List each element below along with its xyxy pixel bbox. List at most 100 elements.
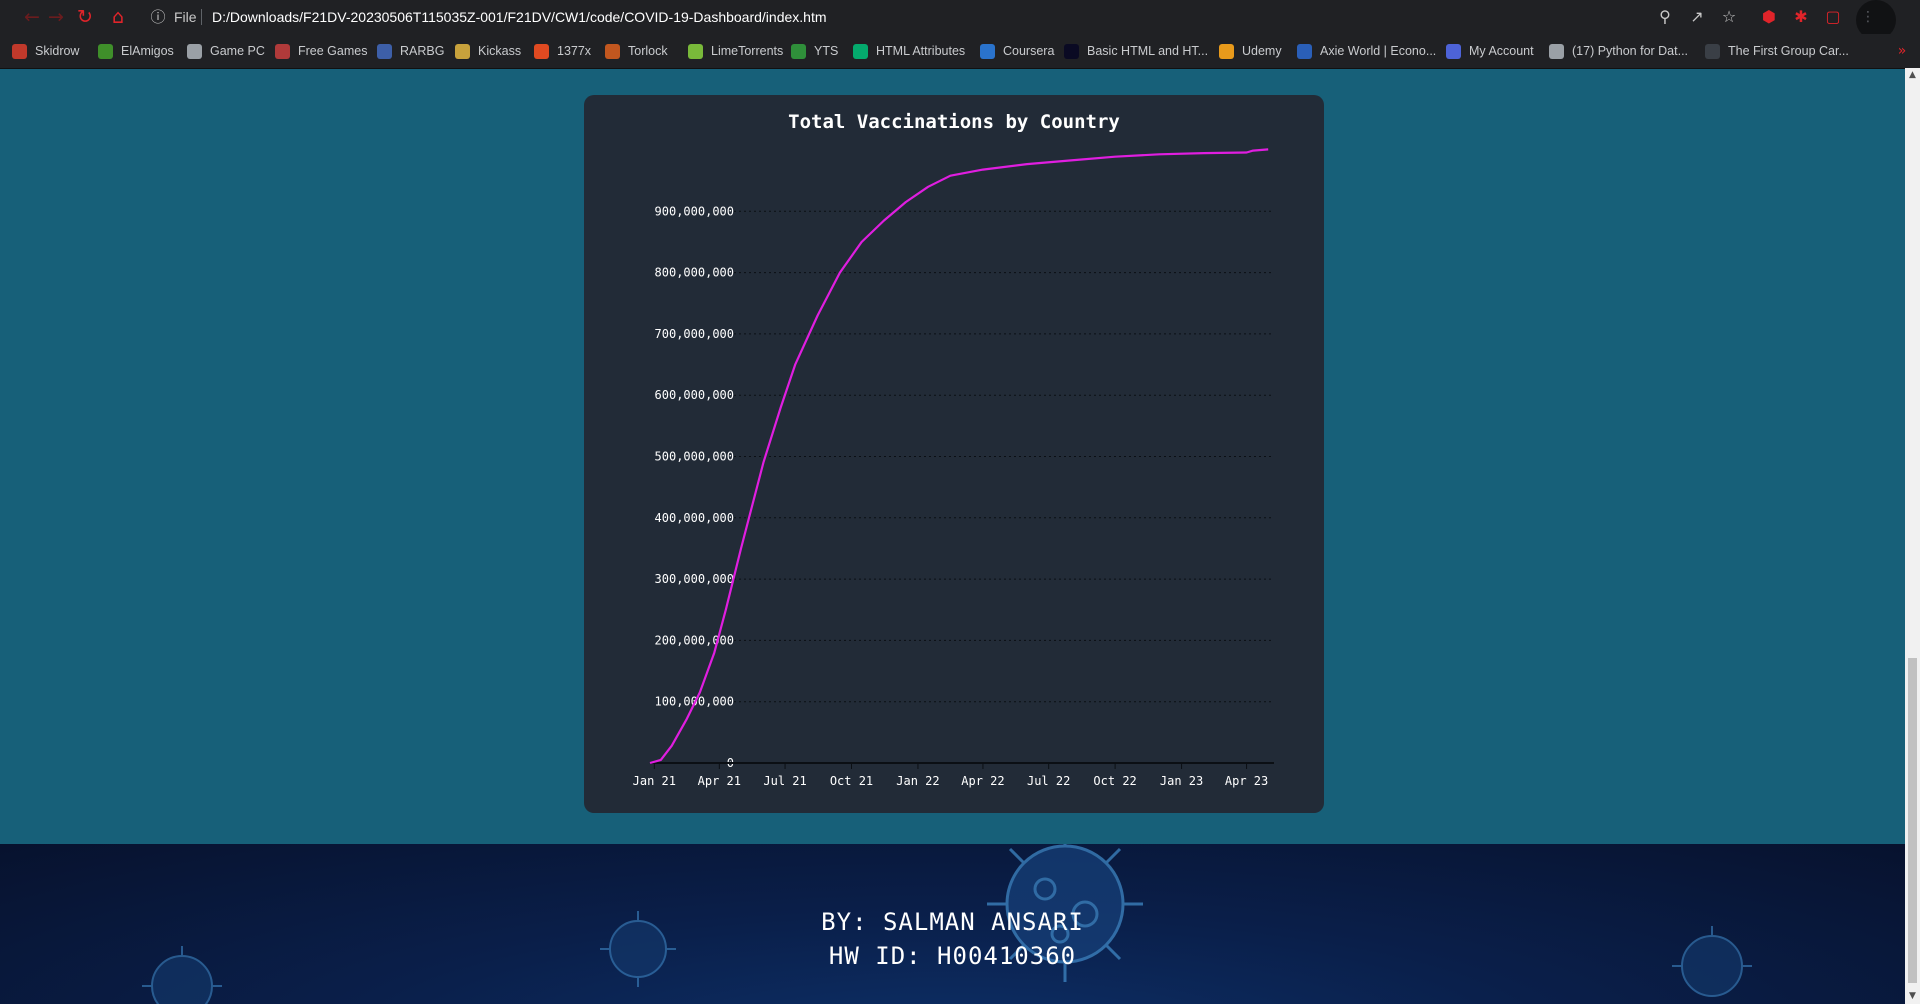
adblock-icon[interactable]: ⬢ [1762,7,1776,26]
bookmark-label: LimeTorrents [711,44,784,58]
bookmark-label: Torlock [628,44,668,58]
skidrow-icon [12,43,27,59]
footer-hw-id: HW ID: H00410360 [828,942,1077,970]
virus-decoration-icon [600,911,676,987]
bookmark-label: Skidrow [35,44,80,58]
bookmark-item[interactable]: Skidrow [12,34,79,68]
bookmark-label: Free Games [298,44,368,58]
virus-decoration-icon [987,844,1143,982]
scroll-up-arrow-icon[interactable]: ▲ [1909,70,1916,80]
bookmark-label: My Account [1469,44,1534,58]
yts-icon [791,43,806,59]
elamigos-icon [98,43,113,59]
chart-title: Total Vaccinations by Country [788,111,1120,133]
bookmark-item[interactable]: Kickass [455,34,521,68]
coursera-icon [980,43,995,59]
udemy-icon [1219,43,1234,59]
bookmark-item[interactable]: ElAmigos [98,34,174,68]
browser-toolbar: ← → ↻ ⌂ ⓘ File D:/Downloads/F21DV-202305… [0,0,1920,40]
vaccination-chart-card: Total Vaccinations by Country 0100,000,0… [584,95,1324,813]
scrollbar-thumb[interactable] [1908,658,1917,983]
x-tick-label: Jan 23 [1160,774,1203,788]
1377x-icon [534,43,549,59]
y-tick-label: 500,000,000 [655,450,734,464]
address-bar[interactable]: D:/Downloads/F21DV-20230506T115035Z-001/… [212,9,827,25]
torlock-icon [605,43,620,59]
virus-decoration-icon [1672,926,1752,997]
lime-icon [688,43,703,59]
virus-decoration-icon [142,946,222,1004]
bookmark-label: 1377x [557,44,592,58]
free-games-icon [275,43,290,59]
bookmark-label: Coursera [1003,44,1055,58]
bookmark-item[interactable]: Udemy [1219,34,1282,68]
y-tick-label: 900,000,000 [655,204,734,218]
x-tick-label: Oct 21 [830,774,873,788]
bookmark-label: ElAmigos [121,44,174,58]
y-tick-label: 400,000,000 [655,511,734,525]
zoom-icon[interactable]: ⚲ [1659,7,1671,26]
bookmarks-bar: Skidrow ElAmigos Game PC Free Games RARBG Kic… [0,34,1920,69]
bookmark-item[interactable]: (17) Python for Dat... [1549,34,1688,68]
reload-icon[interactable]: ↻ [77,6,93,28]
x-tick-label: Apr 22 [961,774,1004,788]
globe-icon [1549,43,1564,59]
firstgroup-icon [1705,43,1720,59]
bookmark-label: Udemy [1242,44,1282,58]
page-footer: BY: SALMAN ANSARI HW ID: H00410360 [0,844,1905,1004]
star-icon[interactable]: ☆ [1721,7,1737,26]
bookmark-label: Axie World | Econo... [1320,44,1437,58]
bookmark-item[interactable]: Free Games [275,34,367,68]
bookmark-item[interactable]: LimeTorrents [688,34,783,68]
y-tick-label: 800,000,000 [655,266,734,280]
rarbg-icon [377,43,392,59]
footer-author: BY: SALMAN ANSARI [821,908,1084,936]
side-panel-icon[interactable]: ▢ [1825,7,1841,26]
bookmark-label: RARBG [400,44,445,58]
url-scheme-label: File [174,9,197,25]
bookmark-item[interactable]: HTML Attributes [853,34,965,68]
bookmark-label: (17) Python for Dat... [1572,44,1689,58]
home-icon[interactable]: ⌂ [111,6,125,28]
back-arrow-icon[interactable]: ← [24,6,40,28]
site-info-icon[interactable]: ⓘ [150,8,166,26]
forward-arrow-icon[interactable]: → [48,6,64,28]
bookmark-item[interactable]: The First Group Car... [1705,34,1849,68]
bookmark-item[interactable]: RARBG [377,34,444,68]
extensions-icon[interactable]: ✱ [1794,7,1808,26]
freecodecamp-icon [1064,43,1079,59]
bookmark-item[interactable]: Basic HTML and HT... [1064,34,1208,68]
vaccinations-series-line [649,148,1269,765]
bookmark-item[interactable]: YTS [791,34,838,68]
omnibox-divider [201,9,202,25]
vaccination-line-chart: 0100,000,000200,000,000300,000,000400,00… [633,148,1274,788]
bookmark-item[interactable]: Coursera [980,34,1054,68]
bookmark-item[interactable]: Axie World | Econo... [1297,34,1436,68]
bookmark-item[interactable]: Torlock [605,34,668,68]
page-scrollbar[interactable]: ▲ ▼ [1905,68,1920,1004]
share-icon[interactable]: ↗ [1690,7,1704,26]
bookmark-label: Game PC [210,44,265,58]
bookmark-label: Kickass [478,44,522,58]
x-tick-label: Jul 22 [1027,774,1070,788]
bookmark-item[interactable]: 1377x [534,34,591,68]
bookmark-item[interactable]: My Account [1446,34,1534,68]
y-tick-label: 200,000,000 [655,633,734,647]
x-tick-label: Apr 21 [698,774,741,788]
y-tick-label: 600,000,000 [655,388,734,402]
globe-icon [187,43,202,59]
w3schools-icon [853,43,868,59]
menu-dots-icon[interactable]: ⋮ [1861,9,1875,25]
account-icon [1446,43,1461,59]
bookmark-label: HTML Attributes [876,44,966,58]
x-tick-label: Apr 23 [1225,774,1268,788]
y-tick-label: 300,000,000 [655,572,734,586]
x-tick-label: Oct 22 [1093,774,1136,788]
y-tick-label: 700,000,000 [655,327,734,341]
more-bookmarks-icon[interactable]: » [1897,43,1907,59]
scroll-down-arrow-icon[interactable]: ▼ [1909,991,1916,1001]
bookmark-item[interactable]: Game PC [187,34,265,68]
x-tick-label: Jul 21 [763,774,806,788]
profile-avatar[interactable] [1856,0,1896,40]
x-tick-label: Jan 21 [633,774,676,788]
